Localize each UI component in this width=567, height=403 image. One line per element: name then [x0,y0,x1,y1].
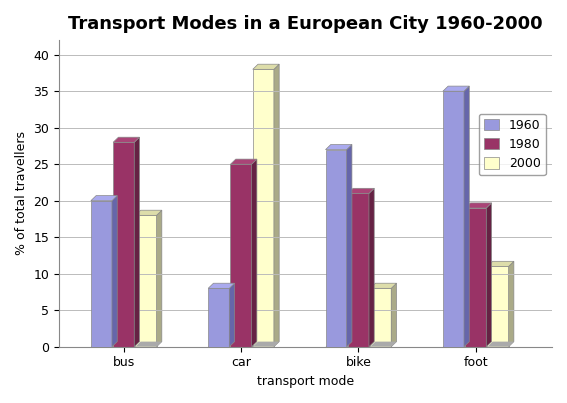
X-axis label: transport mode: transport mode [257,375,354,388]
Polygon shape [370,283,396,288]
Polygon shape [91,195,117,201]
Bar [136,215,156,347]
Bar [113,142,134,347]
Polygon shape [156,210,162,347]
Bar [230,164,252,347]
Polygon shape [486,203,492,347]
Polygon shape [253,342,279,347]
Bar [488,266,509,347]
Y-axis label: % of total travellers: % of total travellers [15,131,28,256]
Bar [91,201,112,347]
Polygon shape [134,137,139,347]
Polygon shape [208,342,235,347]
Polygon shape [230,342,257,347]
Polygon shape [346,145,352,347]
Bar [370,288,391,347]
Polygon shape [208,283,235,288]
Polygon shape [509,261,514,347]
Bar [348,193,369,347]
Bar [443,91,464,347]
Bar [253,69,274,347]
Polygon shape [464,86,469,347]
Polygon shape [465,203,492,208]
Polygon shape [488,261,514,266]
Polygon shape [369,188,374,347]
Polygon shape [252,159,257,347]
Bar [325,150,346,347]
Polygon shape [229,283,235,347]
Polygon shape [370,342,396,347]
Bar [465,208,486,347]
Polygon shape [274,64,279,347]
Legend: 1960, 1980, 2000: 1960, 1980, 2000 [479,114,546,175]
Polygon shape [488,342,514,347]
Polygon shape [348,342,374,347]
Polygon shape [391,283,396,347]
Polygon shape [112,195,117,347]
Polygon shape [113,342,139,347]
Polygon shape [325,342,352,347]
Bar [208,288,229,347]
Polygon shape [443,342,469,347]
Polygon shape [443,86,469,91]
Polygon shape [325,145,352,150]
Polygon shape [91,342,117,347]
Polygon shape [230,159,257,164]
Polygon shape [136,342,162,347]
Polygon shape [113,137,139,142]
Polygon shape [136,210,162,215]
Polygon shape [348,188,374,193]
Title: Transport Modes in a European City 1960-2000: Transport Modes in a European City 1960-… [68,15,543,33]
Polygon shape [253,64,279,69]
Polygon shape [465,342,492,347]
